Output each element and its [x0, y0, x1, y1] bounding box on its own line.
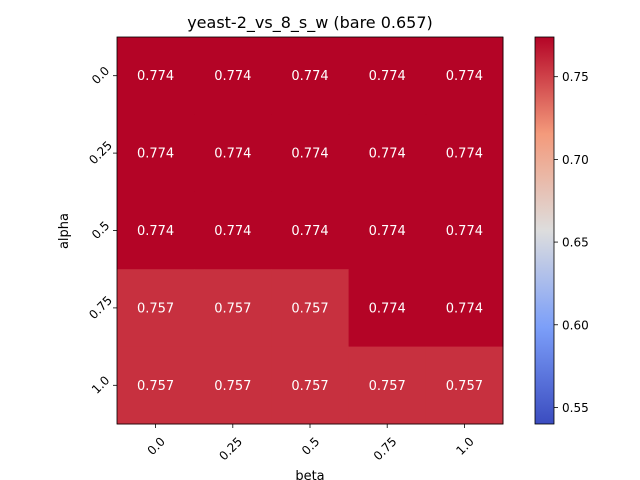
heatmap-cell: [425, 269, 504, 348]
x-tick-label: 0.25: [216, 434, 245, 463]
heatmap-cell: [425, 191, 504, 270]
cell-value-label: 0.774: [214, 224, 251, 239]
cell-value-label: 0.757: [291, 379, 328, 394]
heatmap-cell: [194, 269, 272, 348]
heatmap-cell: [117, 191, 195, 270]
x-tick-label: 1.0: [453, 434, 476, 457]
y-tick-label: 0.25: [86, 138, 115, 167]
heatmap-cell: [194, 346, 272, 425]
x-tick-label: 0.5: [299, 434, 322, 457]
heatmap-cell: [271, 37, 350, 115]
colorbar: 0.55 0.60 0.65 0.70 0.75: [534, 36, 589, 425]
heatmap-cell: [117, 114, 195, 193]
cell-value-label: 0.757: [291, 301, 328, 316]
heatmap-cell: [348, 269, 427, 348]
y-tick-label: 0.5: [89, 218, 112, 241]
colorbar-tick-label: 0.60: [562, 318, 589, 332]
heatmap-cell: [194, 37, 272, 115]
chart-title: yeast-2_vs_8_s_w (bare 0.657): [187, 13, 433, 33]
y-tick-label: 0.0: [89, 64, 112, 87]
cell-value-label: 0.774: [137, 69, 174, 84]
heatmap-cell: [348, 37, 427, 115]
x-axis: 0.0 0.25 0.5 0.75 1.0: [145, 424, 477, 463]
x-axis-label: beta: [295, 469, 324, 480]
cell-value-label: 0.774: [446, 147, 483, 162]
cell-value-label: 0.774: [214, 147, 251, 162]
cell-value-label: 0.774: [291, 224, 328, 239]
heatmap-cell: [348, 114, 427, 193]
cell-value-label: 0.774: [369, 224, 406, 239]
heatmap-cell: [271, 114, 350, 193]
heatmap-cell: [425, 346, 504, 425]
colorbar-gradient: [534, 36, 555, 425]
cell-value-label: 0.757: [446, 379, 483, 394]
y-tick-label: 0.75: [86, 293, 115, 322]
y-axis-label: alpha: [57, 213, 72, 249]
cell-value-label: 0.774: [369, 147, 406, 162]
cell-value-label: 0.774: [137, 147, 174, 162]
cell-value-label: 0.774: [446, 301, 483, 316]
heatmap-cell: [117, 269, 195, 348]
x-tick-label: 0.0: [145, 434, 168, 457]
colorbar-tick-label: 0.75: [562, 70, 589, 84]
heatmap-cell-labels: 0.774 0.774 0.774 0.774 0.774 0.774 0.774 0.774…: [137, 69, 483, 394]
heatmap-cell: [271, 346, 350, 425]
cell-value-label: 0.757: [214, 301, 251, 316]
cell-value-label: 0.774: [369, 301, 406, 316]
heatmap-cell: [425, 114, 504, 193]
heatmap-cell: [117, 37, 195, 115]
cell-value-label: 0.774: [291, 69, 328, 84]
heatmap-cell: [194, 191, 272, 270]
heatmap-cell: [271, 269, 350, 348]
cell-value-label: 0.774: [214, 69, 251, 84]
cell-value-label: 0.774: [369, 69, 406, 84]
heatmap-cell: [271, 191, 350, 270]
x-tick-label: 0.75: [371, 434, 400, 463]
heatmap-cell: [194, 114, 272, 193]
y-tick-label: 1.0: [89, 373, 112, 396]
cell-value-label: 0.774: [137, 224, 174, 239]
heatmap-cells: [116, 36, 504, 425]
colorbar-tick-label: 0.65: [562, 236, 589, 250]
heatmap-cell: [425, 37, 504, 115]
cell-value-label: 0.757: [137, 379, 174, 394]
cell-value-label: 0.757: [137, 301, 174, 316]
y-axis: 0.0 0.25 0.5 0.75 1.0: [86, 64, 117, 397]
cell-value-label: 0.774: [291, 147, 328, 162]
heatmap-cell: [348, 346, 427, 425]
cell-value-label: 0.757: [214, 379, 251, 394]
colorbar-tick-label: 0.55: [562, 401, 589, 415]
cell-value-label: 0.757: [369, 379, 406, 394]
cell-value-label: 0.774: [446, 69, 483, 84]
cell-value-label: 0.774: [446, 224, 483, 239]
heatmap-cell: [348, 191, 427, 270]
colorbar-tick-label: 0.70: [562, 153, 589, 167]
heatmap-cell: [117, 346, 195, 425]
